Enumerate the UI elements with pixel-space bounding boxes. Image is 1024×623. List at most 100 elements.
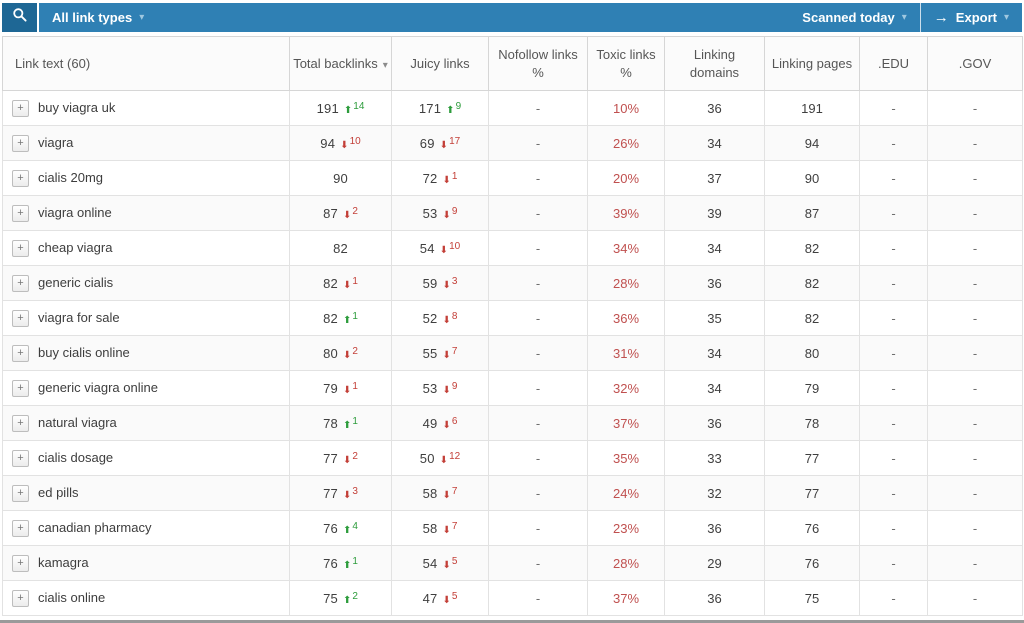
gov-cell: -: [927, 125, 1023, 161]
column-header-total-backlinks[interactable]: Total backlinks ▾: [289, 36, 392, 91]
edu-cell: -: [859, 510, 928, 546]
column-label: .GOV: [958, 55, 992, 71]
trend-delta: 7: [451, 520, 458, 532]
expand-row-button[interactable]: +: [12, 449, 29, 467]
trend-arrow-icon: ⬆: [342, 594, 352, 606]
column-label: Total backlinks: [293, 55, 378, 71]
linking-pages-cell: 94: [764, 125, 860, 161]
linking-domains-cell: 36: [664, 90, 765, 126]
plus-icon: +: [17, 136, 24, 149]
gov-cell: -: [927, 405, 1023, 441]
expand-row-button[interactable]: +: [12, 519, 29, 537]
edu-cell: -: [859, 300, 928, 336]
trend-arrow-icon: ⬇: [442, 384, 451, 396]
total-backlinks-cell: 76 ⬆1: [289, 545, 392, 581]
column-label: Juicy links: [410, 55, 470, 71]
expand-row-button[interactable]: +: [12, 239, 29, 257]
column-header-linking-domains[interactable]: Linking domains: [664, 36, 765, 91]
gov-cell: -: [927, 195, 1023, 231]
expand-row-button[interactable]: +: [12, 484, 29, 502]
gov-cell: -: [927, 230, 1023, 266]
link-text-cell: + kamagra: [2, 545, 290, 581]
link-text: cialis dosage: [38, 450, 114, 466]
trend-arrow-icon: ⬇: [442, 279, 451, 291]
column-label: .EDU: [877, 55, 910, 71]
trend-delta: 8: [451, 310, 458, 322]
linking-pages-cell: 76: [764, 545, 860, 581]
linking-domains-cell: 36: [664, 405, 765, 441]
edu-cell: -: [859, 195, 928, 231]
trend-arrow-icon: ⬇: [442, 314, 451, 326]
export-dropdown[interactable]: → Export ▾: [921, 3, 1022, 32]
juicy-links-cell: 58 ⬇7: [391, 510, 489, 546]
trend-arrow-icon: ⬇: [442, 524, 451, 536]
bottom-scrollbar[interactable]: [0, 620, 1024, 623]
linking-domains-cell: 32: [664, 475, 765, 511]
expand-row-button[interactable]: +: [12, 379, 29, 397]
expand-row-button[interactable]: +: [12, 169, 29, 187]
link-text: generic cialis: [38, 275, 114, 291]
plus-icon: +: [17, 311, 24, 324]
link-text: cialis online: [38, 590, 106, 606]
linking-domains-cell: 36: [664, 580, 765, 616]
scan-status-dropdown[interactable]: Scanned today ▾: [789, 3, 920, 32]
link-type-filter-dropdown[interactable]: All link types ▾: [39, 3, 157, 32]
expand-row-button[interactable]: +: [12, 414, 29, 432]
column-header-link-text[interactable]: Link text (60): [2, 36, 290, 91]
trend-delta: 12: [449, 450, 461, 462]
expand-row-button[interactable]: +: [12, 274, 29, 292]
edu-cell: -: [859, 230, 928, 266]
total-backlinks-cell: 75 ⬆2: [289, 580, 392, 616]
trend-arrow-icon: ⬆: [342, 419, 352, 431]
toxic-cell: 24%: [587, 475, 665, 511]
expand-row-button[interactable]: +: [12, 309, 29, 327]
expand-row-button[interactable]: +: [12, 589, 29, 607]
edu-cell: -: [859, 335, 928, 371]
total-backlinks-cell: 78 ⬆1: [289, 405, 392, 441]
linking-pages-cell: 77: [764, 440, 860, 476]
linking-pages-cell: 77: [764, 475, 860, 511]
gov-cell: -: [927, 580, 1023, 616]
linking-pages-cell: 79: [764, 370, 860, 406]
total-backlinks-cell: 82 ⬇1: [289, 265, 392, 301]
table-row: + viagra online 87 ⬇2 53 ⬇9 - 39% 39 87 - -: [2, 195, 1023, 231]
column-header-edu[interactable]: .EDU: [859, 36, 928, 91]
search-button[interactable]: [2, 3, 37, 32]
toxic-cell: 28%: [587, 265, 665, 301]
sort-caret-icon: ▾: [382, 59, 388, 71]
trend-arrow-icon: ⬇: [439, 139, 449, 151]
expand-row-button[interactable]: +: [12, 134, 29, 152]
edu-cell: -: [859, 405, 928, 441]
column-header-nofollow-links[interactable]: Nofollow links %: [488, 36, 588, 91]
trend-delta: 1: [352, 415, 358, 427]
link-text-cell: + cialis online: [2, 580, 290, 616]
column-header-linking-pages[interactable]: Linking pages: [764, 36, 860, 91]
link-text: viagra for sale: [38, 310, 120, 326]
link-text-cell: + viagra for sale: [2, 300, 290, 336]
link-text-cell: + buy viagra uk: [2, 90, 290, 126]
table-row: + viagra for sale 82 ⬆1 52 ⬇8 - 36% 35 82 -…: [2, 300, 1023, 336]
linking-domains-cell: 36: [664, 510, 765, 546]
linking-pages-cell: 191: [764, 90, 860, 126]
gov-cell: -: [927, 90, 1023, 126]
expand-row-button[interactable]: +: [12, 554, 29, 572]
column-header-gov[interactable]: .GOV: [927, 36, 1023, 91]
plus-icon: +: [17, 171, 24, 184]
edu-cell: -: [859, 440, 928, 476]
expand-row-button[interactable]: +: [12, 204, 29, 222]
gov-cell: -: [927, 510, 1023, 546]
toxic-cell: 36%: [587, 300, 665, 336]
expand-row-button[interactable]: +: [12, 99, 29, 117]
column-header-toxic-links[interactable]: Toxic links %: [587, 36, 665, 91]
link-text-cell: + ed pills: [2, 475, 290, 511]
trend-delta: 9: [451, 380, 458, 392]
toxic-cell: 32%: [587, 370, 665, 406]
trend-arrow-icon: ⬇: [342, 279, 352, 291]
edu-cell: -: [859, 125, 928, 161]
toxic-cell: 20%: [587, 160, 665, 196]
nofollow-cell: -: [488, 440, 588, 476]
expand-row-button[interactable]: +: [12, 344, 29, 362]
link-text: generic viagra online: [38, 380, 158, 396]
column-header-juicy-links[interactable]: Juicy links: [391, 36, 489, 91]
plus-icon: +: [17, 276, 24, 289]
